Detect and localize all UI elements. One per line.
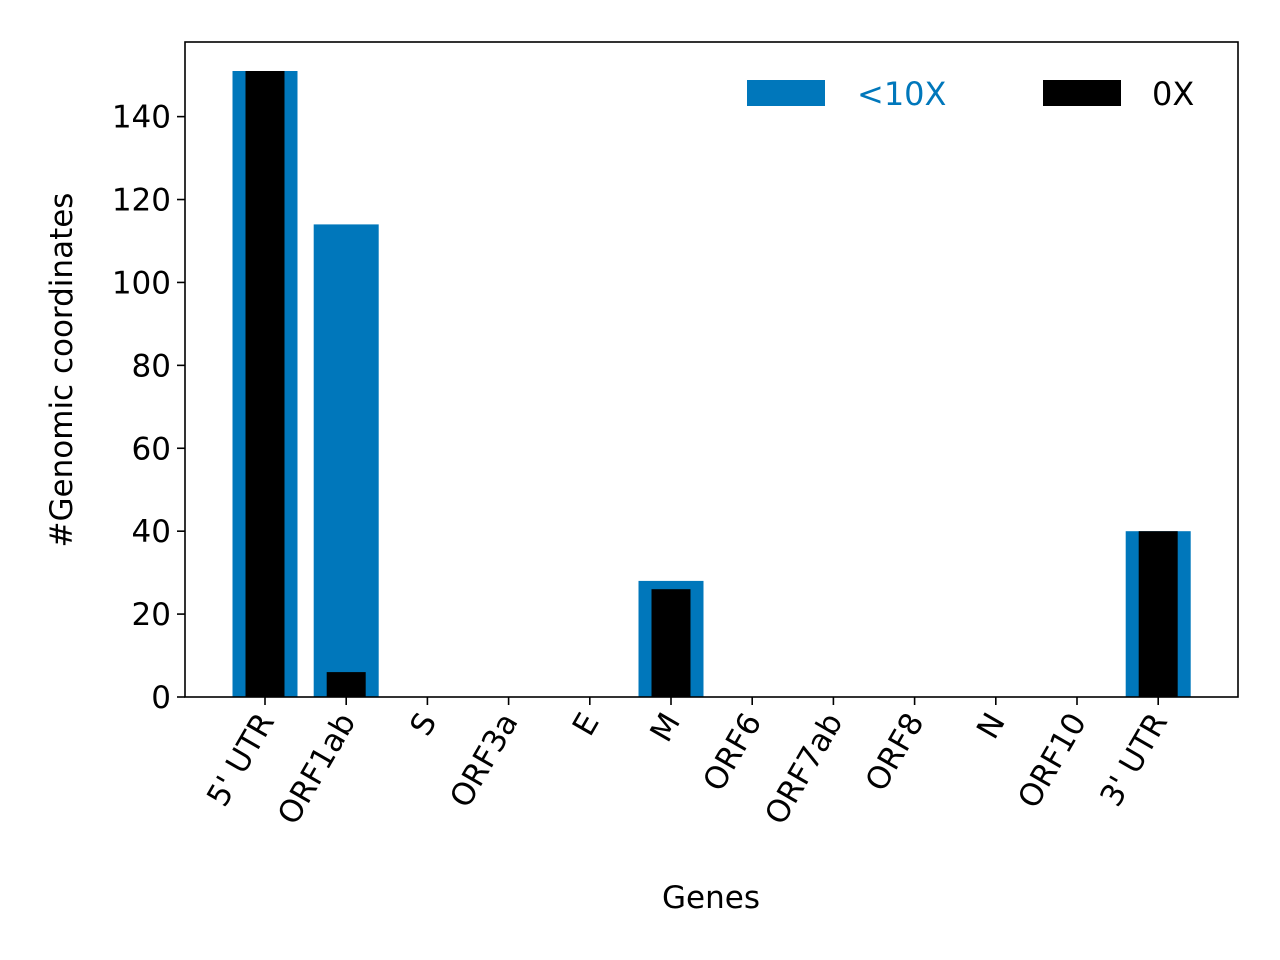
x-tick-label-1: ORF1ab <box>271 707 363 831</box>
y-axis-title: #Genomic coordinates <box>44 193 80 548</box>
legend-label-0x: 0X <box>1152 75 1194 113</box>
bar-0x-0 <box>245 71 285 697</box>
y-tick-label-120: 120 <box>112 183 171 219</box>
plot-frame <box>184 41 1239 698</box>
x-tick-label-3: ORF3a <box>443 707 525 814</box>
y-tick-label-60: 60 <box>132 431 171 467</box>
x-tick-label-6: ORF6 <box>696 707 769 797</box>
legend-label-under-10x: <10X <box>857 75 946 113</box>
x-tick-label-10: ORF10 <box>1011 707 1094 814</box>
y-tick-label-140: 140 <box>112 100 171 136</box>
y-tick-label-100: 100 <box>112 265 171 301</box>
x-tick-label-8: ORF8 <box>859 707 932 797</box>
x-tick-label-4: E <box>566 707 607 742</box>
y-tick-label-0: 0 <box>151 680 171 716</box>
x-tick-label-5: M <box>643 707 688 748</box>
bar-0x-11 <box>1138 531 1178 697</box>
legend-swatch-under-10x <box>747 80 825 106</box>
x-tick-label-11: 3' UTR <box>1093 707 1175 813</box>
x-tick-label-2: S <box>403 707 444 742</box>
y-tick-label-20: 20 <box>132 597 171 633</box>
x-axis-title: Genes <box>662 880 760 916</box>
y-tick-label-80: 80 <box>132 348 171 384</box>
x-tick-label-9: N <box>970 707 1013 745</box>
bar-0x-5 <box>651 589 691 697</box>
bar-under-10x-1 <box>313 224 379 697</box>
legend-swatch-0x <box>1043 80 1121 106</box>
legend: <10X 0X <box>747 75 1194 113</box>
y-tick-label-40: 40 <box>132 514 171 550</box>
y-axis: 0 20 40 60 80 100 120 140 <box>112 100 185 716</box>
bars-layer <box>232 71 1191 697</box>
bar-0x-1 <box>326 672 366 697</box>
x-tick-label-0: 5' UTR <box>200 707 282 813</box>
x-tick-label-7: ORF7ab <box>758 707 850 831</box>
